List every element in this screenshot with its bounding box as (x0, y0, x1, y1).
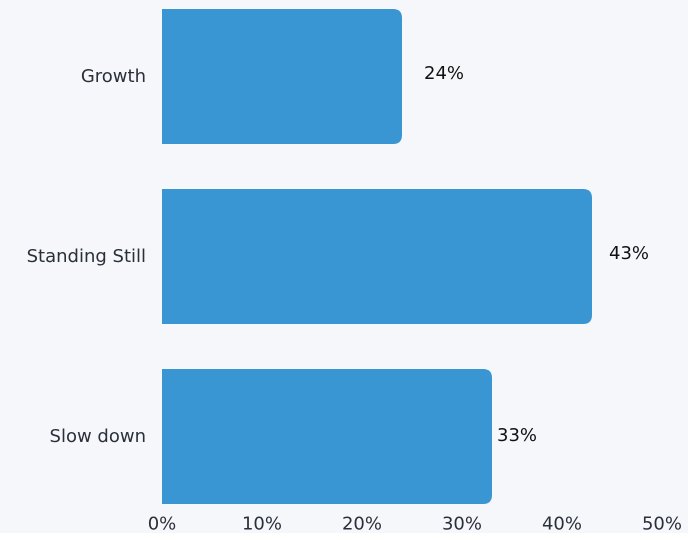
x-tick-label-20: 20% (342, 514, 382, 533)
x-tick-label-40: 40% (542, 514, 582, 533)
category-label-slow-down: Slow down (50, 426, 146, 447)
bars-layer (162, 9, 592, 504)
bar-growth (162, 9, 402, 144)
category-label-growth: Growth (81, 66, 146, 87)
x-tick-label-0: 0% (148, 514, 177, 533)
x-tick-label-10: 10% (242, 514, 282, 533)
bar-standing-still (162, 189, 592, 324)
category-label-standing-still: Standing Still (27, 246, 146, 267)
value-label-slow-down: 33% (497, 425, 537, 446)
bar-slow-down (162, 369, 492, 504)
value-labels: 24% 43% 33% (424, 63, 649, 446)
value-label-standing-still: 43% (609, 243, 649, 264)
category-labels: Growth Standing Still Slow down (27, 66, 146, 447)
x-axis-ticks: 0% 10% 20% 30% 40% 50% (148, 514, 682, 533)
value-label-growth: 24% (424, 63, 464, 84)
x-tick-label-30: 30% (442, 514, 482, 533)
x-tick-label-50: 50% (642, 514, 682, 533)
